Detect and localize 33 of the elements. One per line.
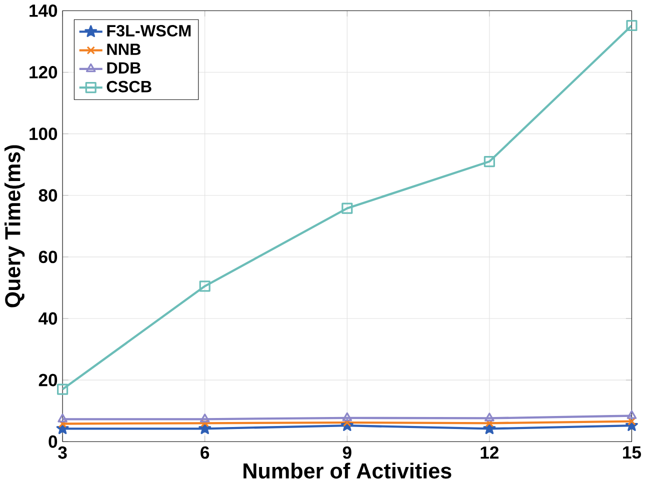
y-tick-label: 40 xyxy=(38,312,58,325)
point xyxy=(198,422,212,434)
point xyxy=(342,202,353,214)
point xyxy=(484,156,495,168)
point xyxy=(485,418,494,428)
x-tick-label: 6 xyxy=(200,446,210,459)
y-tick-label: 20 xyxy=(38,374,58,386)
y-tick-label: 140 xyxy=(30,4,58,17)
x-tick-label: 15 xyxy=(623,446,642,459)
point xyxy=(199,280,210,292)
point xyxy=(626,20,638,31)
point xyxy=(58,414,68,422)
point xyxy=(200,418,209,428)
y-tick-label: 60 xyxy=(38,250,58,264)
point xyxy=(342,418,352,427)
legend-label: CSCB xyxy=(106,80,152,92)
legend-label: DDB xyxy=(107,62,141,74)
y-axis-title: Query Time(ms) xyxy=(4,145,25,308)
x-tick-label: 3 xyxy=(58,446,67,459)
point xyxy=(484,412,494,422)
x-axis-title: Number of Activities xyxy=(244,462,452,479)
point xyxy=(342,412,352,422)
y-tick-label: 80 xyxy=(38,189,58,202)
x-tick-label: 9 xyxy=(342,446,352,459)
x-tick-label: 12 xyxy=(480,446,498,459)
point xyxy=(200,414,210,422)
legend-label: NNB xyxy=(107,44,141,55)
point xyxy=(626,410,637,419)
legend-label: F3L-WSCM xyxy=(107,24,191,36)
y-tick-label: 100 xyxy=(30,128,58,140)
point xyxy=(57,384,68,395)
y-tick-label: 0 xyxy=(48,435,58,448)
y-tick-label: 120 xyxy=(30,66,58,78)
